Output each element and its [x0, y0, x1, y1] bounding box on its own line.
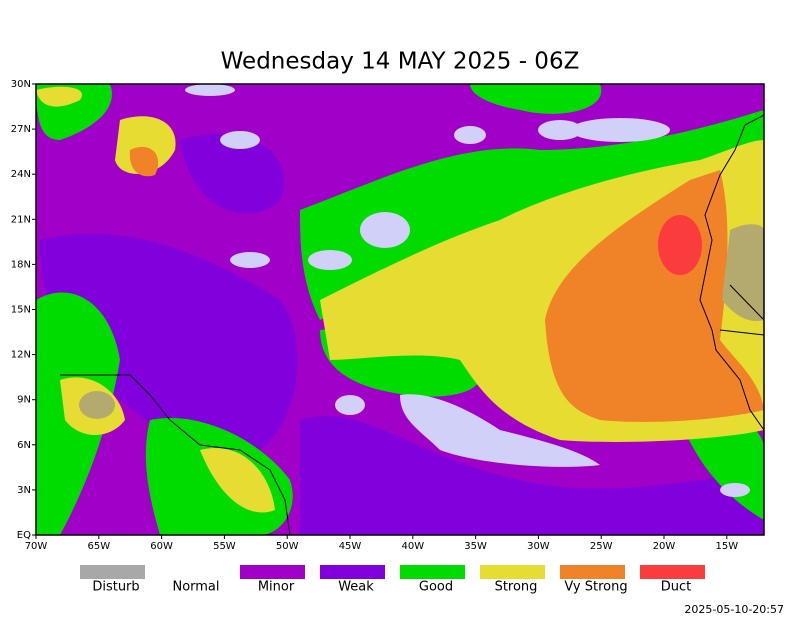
lon-label: 60W	[150, 541, 173, 552]
lat-label: 24N	[11, 169, 31, 180]
legend-label: Vy Strong	[564, 580, 627, 595]
lon-label: 45W	[339, 541, 362, 552]
lat-label: EQ	[17, 530, 31, 541]
lon-label: 20W	[653, 541, 676, 552]
lon-label: 30W	[527, 541, 550, 552]
legend-label: Good	[419, 580, 453, 595]
legend-swatch	[400, 565, 465, 579]
legend-label: Strong	[495, 580, 538, 595]
legend-label: Normal	[172, 580, 219, 595]
legend-swatch	[640, 565, 705, 579]
lon-label: 70W	[25, 541, 48, 552]
lat-label: 27N	[11, 124, 31, 135]
lon-label: 25W	[590, 541, 613, 552]
legend-swatch	[320, 565, 385, 579]
lat-label: 6N	[17, 440, 31, 451]
lon-label: 35W	[464, 541, 487, 552]
legend-swatch	[240, 565, 305, 579]
lat-label: 30N	[11, 79, 31, 90]
legend-label: Duct	[661, 580, 692, 595]
legend-label: Minor	[258, 580, 295, 595]
lat-label: 21N	[11, 214, 31, 225]
timestamp: 2025-05-10-20:57	[684, 603, 784, 616]
map-title: Wednesday 14 MAY 2025 - 06Z	[221, 49, 580, 75]
lat-label: 18N	[11, 259, 31, 270]
legend-label: Weak	[338, 580, 374, 595]
lon-label: 65W	[87, 541, 110, 552]
legend-swatch	[560, 565, 625, 579]
legend-swatch	[80, 565, 145, 579]
lon-label: 50W	[276, 541, 299, 552]
lat-label: 3N	[17, 485, 31, 496]
lon-label: 15W	[715, 541, 738, 552]
legend-swatch	[480, 565, 545, 579]
map	[36, 84, 764, 535]
lon-label: 40W	[401, 541, 424, 552]
lat-label: 12N	[11, 350, 31, 361]
lon-label: 55W	[213, 541, 236, 552]
lat-label: 9N	[17, 395, 31, 406]
lat-label: 15N	[11, 305, 31, 316]
legend-label: Disturb	[92, 580, 139, 595]
